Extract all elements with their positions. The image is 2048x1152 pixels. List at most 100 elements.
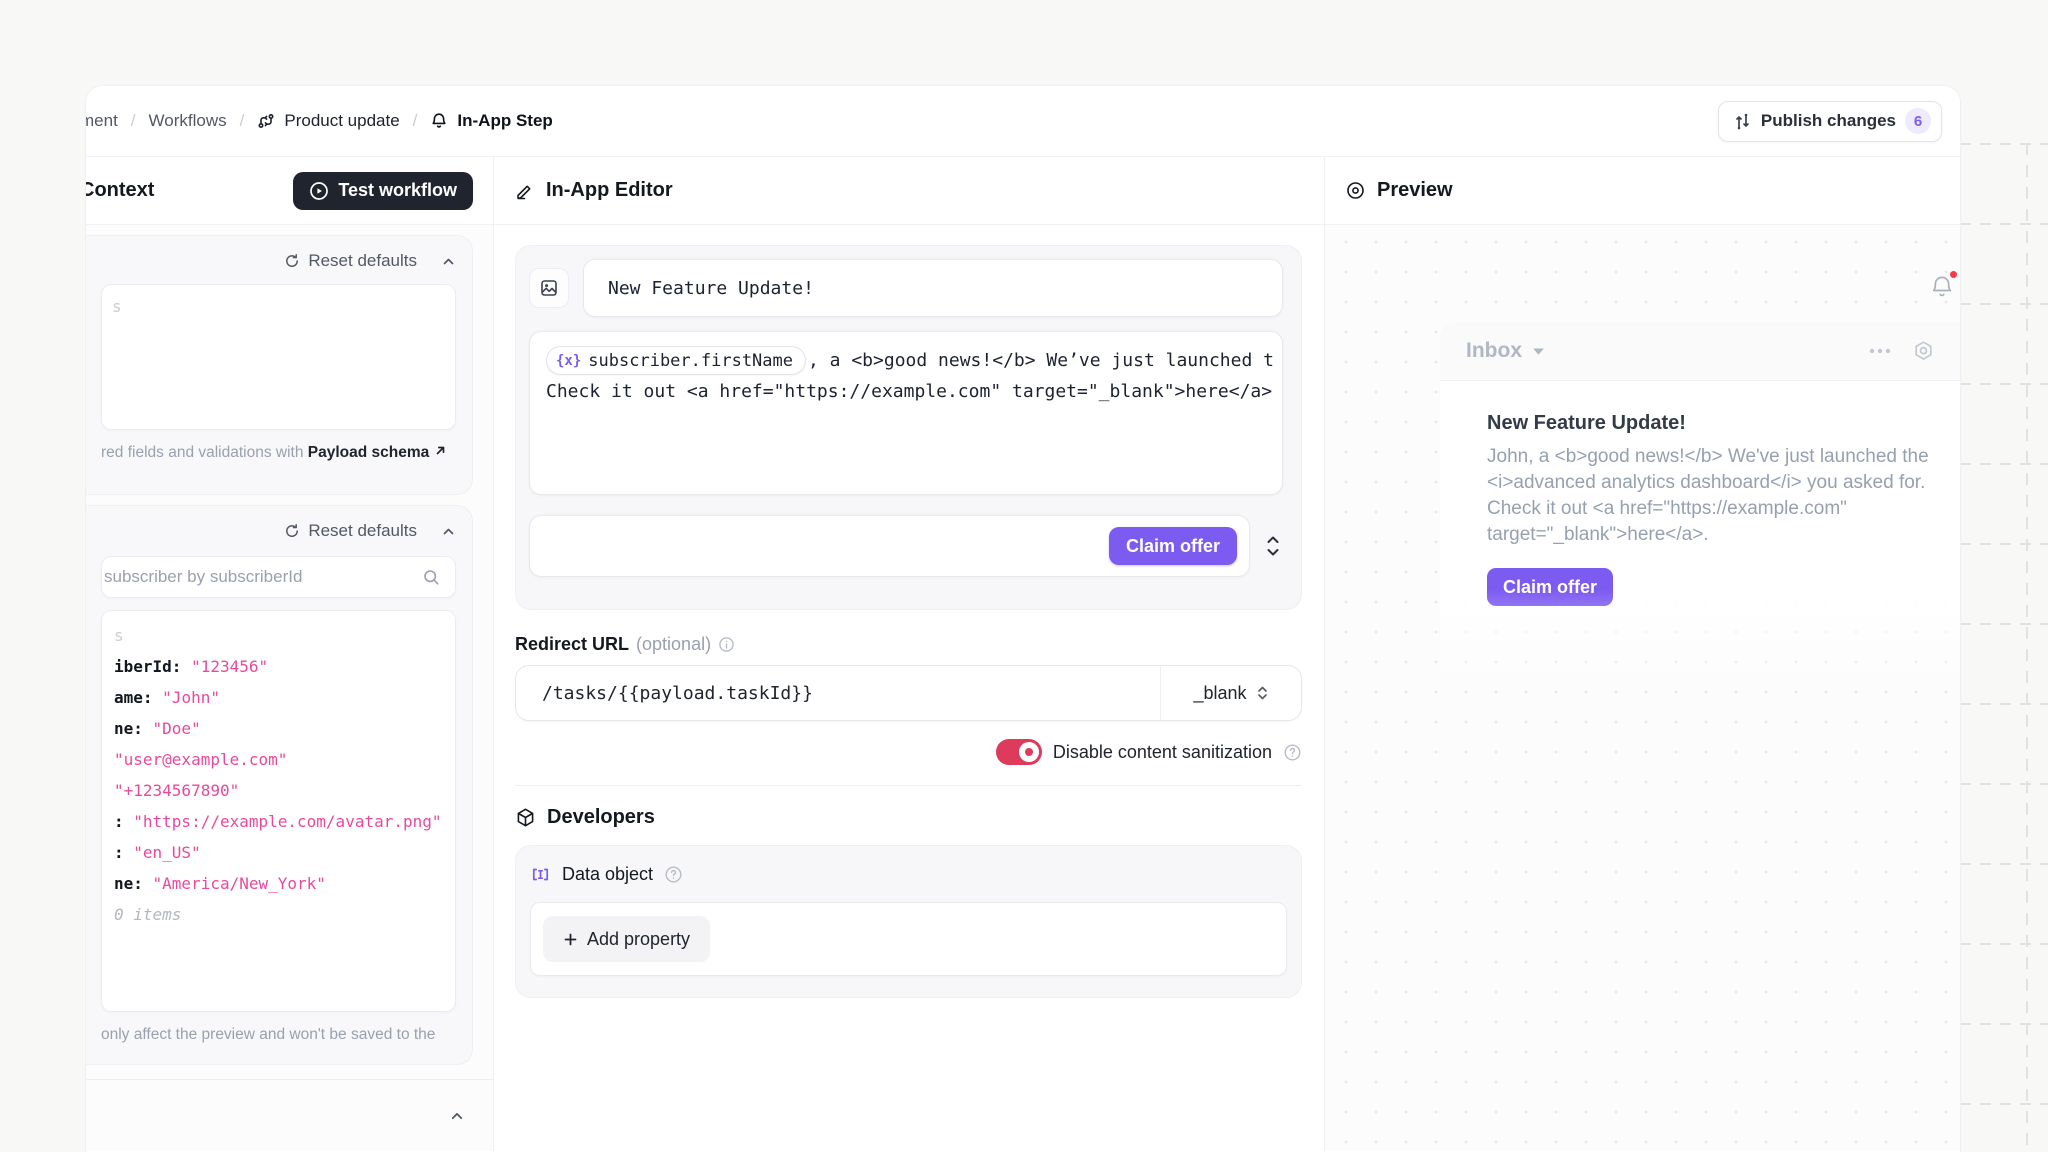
primary-action-button[interactable]: Claim offer bbox=[1108, 527, 1237, 565]
payload-collapse-chevron[interactable] bbox=[441, 254, 456, 269]
dashed-horizontal-line bbox=[1960, 1023, 2048, 1025]
dashed-horizontal-line bbox=[1960, 223, 2048, 225]
preview-panel: Preview Inbox bbox=[1325, 157, 1960, 1151]
context-panel-header: Context Test workflow bbox=[86, 157, 493, 225]
developers-header-row: Developers bbox=[515, 806, 1302, 829]
dashed-horizontal-line bbox=[1960, 143, 2048, 145]
inbox-bell-button[interactable] bbox=[1928, 271, 1957, 306]
avatar-picker-button[interactable] bbox=[529, 268, 569, 308]
redirect-url-label: Redirect URL bbox=[515, 634, 630, 654]
variable-pill[interactable]: {x} subscriber.firstName bbox=[546, 346, 806, 375]
json-line: iberId: "123456" bbox=[114, 657, 269, 676]
disable-sanitization-toggle[interactable] bbox=[995, 739, 1042, 765]
data-object-label: Data object bbox=[562, 863, 654, 884]
publish-changes-label: Publish changes bbox=[1760, 111, 1896, 130]
topbar: ment / Workflows / Product update / bbox=[86, 86, 1960, 157]
unread-dot bbox=[1950, 271, 1957, 278]
breadcrumb-environment[interactable]: ment bbox=[86, 111, 118, 130]
breadcrumb-separator: / bbox=[239, 111, 245, 130]
json-line: "+1234567890" bbox=[114, 781, 240, 800]
preview-panel-header: Preview bbox=[1325, 157, 1960, 225]
plus-icon bbox=[563, 932, 578, 947]
chevron-up-down-icon bbox=[1256, 684, 1269, 702]
arrow-up-right-icon bbox=[434, 444, 447, 457]
primary-action-box[interactable]: Claim offer bbox=[529, 515, 1250, 577]
help-icon[interactable] bbox=[664, 865, 683, 884]
dashed-grid bbox=[1960, 0, 2048, 1152]
payload-reset-defaults-link[interactable]: Reset defaults bbox=[284, 251, 417, 271]
primary-action-row: Claim offer bbox=[529, 515, 1283, 577]
app-card: ment / Workflows / Product update / bbox=[86, 86, 1960, 1152]
notification-title: New Feature Update! bbox=[1487, 412, 1686, 434]
payload-reset-row: Reset defaults bbox=[101, 250, 456, 272]
payload-editor[interactable]: s bbox=[101, 284, 456, 430]
subscriber-caption: only affect the preview and won't be sav… bbox=[101, 1026, 436, 1043]
play-circle-icon bbox=[309, 181, 329, 201]
dashed-horizontal-line bbox=[1960, 783, 2048, 785]
preview-canvas: Inbox bbox=[1325, 225, 1960, 1151]
subscriber-search-input[interactable] bbox=[104, 567, 422, 587]
breadcrumb-separator: / bbox=[412, 111, 418, 130]
breadcrumb: ment / Workflows / Product update / bbox=[86, 111, 553, 131]
help-icon[interactable] bbox=[1283, 743, 1302, 762]
dashed-horizontal-line bbox=[1960, 463, 2048, 465]
settings-gear-icon[interactable] bbox=[1911, 339, 1936, 364]
data-object-label-row: Data object bbox=[530, 846, 1287, 902]
body-editor[interactable]: {x} subscriber.firstName , a <b>good new… bbox=[529, 331, 1283, 495]
subject-field[interactable]: New Feature Update! bbox=[583, 259, 1283, 317]
refresh-icon bbox=[284, 253, 300, 269]
inapp-editor-card: New Feature Update! {x} subscriber.first… bbox=[515, 245, 1302, 610]
editor-panel-body: New Feature Update! {x} subscriber.first… bbox=[494, 225, 1324, 1151]
more-options-icon[interactable] bbox=[1869, 348, 1891, 354]
payload-schema-caption: red fields and validations with Payload … bbox=[101, 444, 456, 462]
body-line-1: {x} subscriber.firstName , a <b>good new… bbox=[546, 345, 1282, 376]
reorder-actions-icon[interactable] bbox=[1263, 533, 1283, 559]
notification-action-button[interactable]: Claim offer bbox=[1487, 568, 1614, 606]
payload-schema-link[interactable]: Payload schema bbox=[308, 444, 447, 461]
subject-row: New Feature Update! bbox=[529, 259, 1283, 317]
add-property-button[interactable]: Add property bbox=[543, 916, 711, 962]
breadcrumb-workflow-name[interactable]: Product update bbox=[257, 111, 400, 131]
workflow-icon bbox=[257, 112, 275, 130]
caret-down-icon bbox=[1532, 347, 1545, 356]
editor-divider bbox=[515, 785, 1302, 786]
redirect-url-field[interactable]: /tasks/{{payload.taskId}} bbox=[542, 682, 813, 704]
info-icon bbox=[718, 636, 735, 653]
package-icon bbox=[515, 807, 536, 828]
json-line: ame: "John" bbox=[114, 688, 220, 707]
subject-value: New Feature Update! bbox=[608, 277, 814, 299]
json-line: ne: "Doe" bbox=[114, 719, 201, 738]
redirect-target-select[interactable]: _blank bbox=[1160, 666, 1301, 720]
notification-body: John, a <b>good news!</b> We've just lau… bbox=[1487, 446, 1929, 545]
publish-count-badge: 6 bbox=[1905, 108, 1931, 134]
toggle-knob bbox=[1018, 742, 1039, 762]
editor-panel-header: In-App Editor bbox=[494, 157, 1324, 225]
subscriber-json-editor[interactable]: s iberId: "123456" ame: "John" ne: "Doe" "u… bbox=[101, 610, 456, 1012]
subscriber-collapse-chevron[interactable] bbox=[441, 524, 456, 539]
publish-diff-icon bbox=[1733, 112, 1752, 131]
breadcrumb-workflows[interactable]: Workflows bbox=[148, 111, 227, 130]
target-icon bbox=[1345, 180, 1366, 201]
dashed-horizontal-line bbox=[1960, 1103, 2048, 1105]
json-line: : "en_US" bbox=[114, 843, 201, 862]
test-workflow-button[interactable]: Test workflow bbox=[293, 171, 473, 210]
subscriber-reset-row: Reset defaults bbox=[101, 520, 456, 542]
subscriber-reset-defaults-link[interactable]: Reset defaults bbox=[284, 521, 417, 541]
inbox-header: Inbox bbox=[1440, 322, 1960, 381]
test-workflow-label: Test workflow bbox=[338, 180, 457, 200]
sanitize-row: Disable content sanitization bbox=[515, 739, 1302, 765]
inbox-title-dropdown[interactable]: Inbox bbox=[1466, 339, 1545, 363]
pencil-icon bbox=[515, 181, 535, 201]
footer-collapse-chevron[interactable] bbox=[449, 1108, 465, 1124]
dashed-horizontal-line bbox=[1960, 303, 2048, 305]
variable-braces-icon: {x} bbox=[556, 352, 582, 369]
dashed-vertical-line bbox=[2026, 143, 2028, 1152]
search-icon bbox=[422, 568, 441, 587]
body-text-2: Check it out <a href="https://example.co… bbox=[546, 381, 1273, 402]
payload-editor-fragment: s bbox=[112, 297, 122, 316]
breadcrumb-step-name[interactable]: In-App Step bbox=[430, 111, 553, 131]
notification-item[interactable]: New Feature Update! John, a <b>good news… bbox=[1440, 381, 1960, 606]
subscriber-section-card: Reset defaults bbox=[86, 505, 473, 1065]
bell-icon bbox=[430, 112, 448, 130]
publish-changes-button[interactable]: Publish changes 6 bbox=[1717, 100, 1942, 142]
